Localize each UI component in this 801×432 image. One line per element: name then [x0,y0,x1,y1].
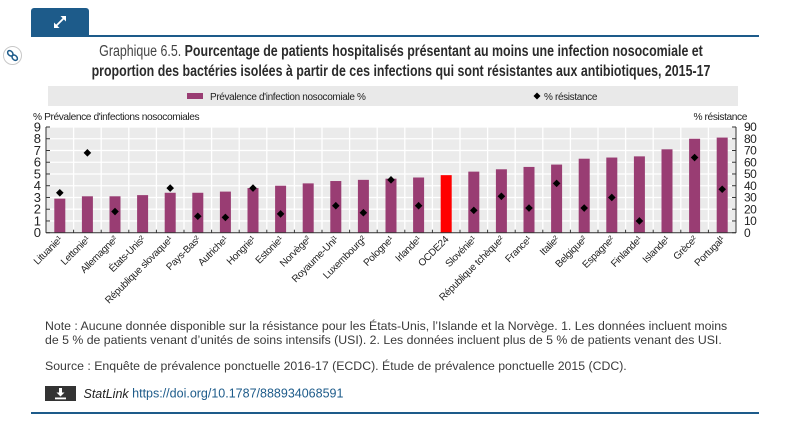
resistance-marker [194,212,202,221]
resistance-marker [221,213,230,222]
bar [54,198,66,233]
bar [247,188,259,233]
x-tick-label: Italie² [538,234,562,258]
bar [716,137,728,233]
bar-highlight [440,175,452,233]
resistance-marker [635,217,644,225]
resistance-marker [166,184,174,192]
bar [578,158,590,233]
resistance-marker [690,153,699,162]
footer-divider [31,412,759,414]
legend-background [48,86,738,106]
bar [689,138,701,233]
bar [468,171,480,233]
resistance-marker [111,207,119,216]
y-tick-label-left: 7 [34,143,41,158]
resistance-marker [525,204,533,212]
chart: Prévalence d'infection nosocomiale % % r… [32,86,758,307]
statlink-label: StatLink [83,386,129,401]
y-tick-label-right: 50 [744,167,757,181]
permalink-button[interactable] [3,46,22,65]
y-tick-label-right: 0 [744,226,751,240]
legend-swatch-prevalence [187,93,203,99]
note-text-line-1: Note : Aucune donnée disponible sur la r… [45,319,728,333]
y-tick-label-left: 9 [34,120,41,135]
y-tick-label-left: 8 [34,131,41,146]
resistance-marker [552,179,561,188]
source-text: Source : Enquête de prévalence ponctuell… [45,359,627,373]
legend-marker-resistance [533,92,541,100]
x-tick-label: Autriche¹ [196,234,231,269]
y-tick-label-left: 6 [34,155,41,170]
figure-number: Graphique 6.5. [99,43,182,60]
resistance-marker [249,184,257,192]
resistance-marker [718,185,726,194]
resistance-marker [56,188,64,197]
chain-link-icon [6,49,19,62]
bar [302,183,314,233]
bar [523,166,535,233]
y-tick-label-right: 80 [744,132,757,146]
y-tick-label-left: 2 [34,202,41,217]
x-tick-label: Pologne¹ [362,234,397,269]
resistance-marker [580,204,588,212]
resistance-marker [276,210,285,218]
x-tick-label: Portugal¹ [693,234,728,269]
y-tick-label-left: 4 [34,178,41,193]
x-tick-label: France¹ [503,234,534,265]
bar [275,185,287,233]
bar [357,179,369,233]
download-button[interactable] [45,386,76,402]
y-tick-label-left: 3 [34,190,41,205]
bar [164,192,176,233]
resistance-marker [497,192,506,201]
bar [661,149,673,233]
bar [81,196,93,233]
chart-title-line-1: Graphique 6.5. Pourcentage de patients h… [41,42,761,62]
resistance-marker [332,201,340,210]
y-tick-label-right: 30 [744,191,757,205]
y-tick-label-left: 1 [34,213,41,228]
download-icon [55,388,66,400]
resistance-marker [414,201,423,210]
y-tick-label-left: 5 [34,166,41,181]
y-tick-label-right: 90 [744,120,757,134]
bar [551,164,563,233]
y-tick-label-right: 20 [744,202,757,216]
header-divider [31,35,759,37]
chart-title-part-2: proportion des bactéries isolées à parti… [91,63,711,80]
x-tick-label: Finlande¹ [609,234,645,270]
bar [219,191,231,233]
x-tick-label: Hongrie¹ [225,234,259,268]
resistance-marker [83,149,92,157]
resistance-marker [608,193,616,202]
legend: Prévalence d'infection nosocomiale % % r… [48,86,738,106]
resistance-marker [387,176,395,184]
expand-tab-button[interactable] [31,8,89,36]
bar [495,169,507,233]
y-axis-title-right: % résistance [693,112,747,123]
y-tick-label-left: 0 [34,225,41,240]
chart-title-line-2: proportion des bactéries isolées à parti… [41,62,761,82]
legend-label-resistance: % résistance [544,92,598,103]
statlink: StatLink https://doi.org/10.1787/8889340… [45,386,343,402]
y-tick-label-right: 60 [744,155,757,169]
x-tick-label: Islande¹ [641,234,673,266]
expand-arrows-icon [54,16,66,28]
y-tick-label-right: 70 [744,144,757,158]
resistance-marker [359,208,368,217]
plot-area: 01234567890102030405060708090Lituanie¹Le… [32,120,758,307]
bar [633,156,645,233]
resistance-marker [470,206,478,215]
y-tick-label-right: 10 [744,214,757,228]
chart-title-part-1: Pourcentage de patients hospitalisés pré… [184,43,703,60]
bar [385,178,397,233]
y-axis-title-left: % Prévalence d'infections nosocomiales [33,112,200,123]
legend-label-prevalence: Prévalence d'infection nosocomiale % [210,92,366,103]
y-tick-label-right: 40 [744,179,757,193]
bar [137,195,149,233]
statlink-url[interactable]: https://doi.org/10.1787/888934068591 [132,386,344,401]
note-text-line-2: de 5 % de patients venant d’unités de so… [45,333,722,347]
